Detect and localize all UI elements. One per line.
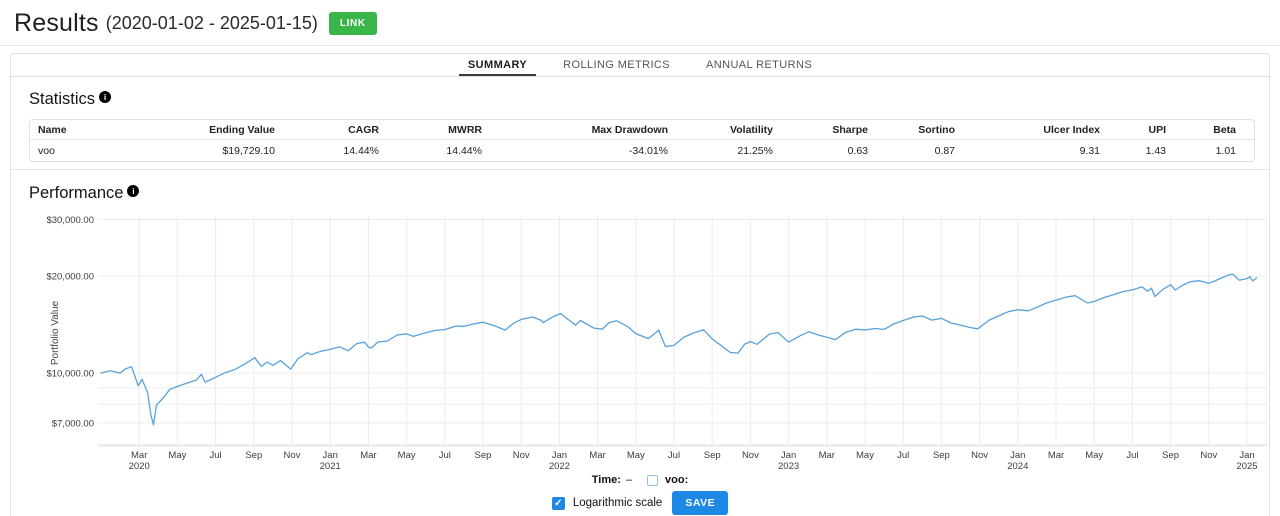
log-scale-checkbox[interactable]: ✓	[551, 496, 565, 510]
col-header-ulcer-index: Ulcer Index	[955, 120, 1100, 140]
svg-text:Jan: Jan	[781, 450, 796, 461]
svg-text:Jul: Jul	[210, 450, 222, 461]
cell-cagr: 14.44%	[343, 145, 379, 157]
statistics-heading: Statistics i	[29, 90, 112, 109]
svg-text:2025: 2025	[1236, 461, 1257, 472]
svg-text:Jul: Jul	[1126, 450, 1138, 461]
cell-sharpe: 0.63	[847, 145, 868, 157]
performance-chart-area: $30,000.00 $20,000.00 $10,000.00 $7,000.00 M…	[21, 207, 1271, 477]
svg-text:May: May	[1085, 450, 1103, 461]
time-label: Time:	[591, 474, 621, 486]
save-button[interactable]: SAVE	[672, 491, 729, 515]
svg-text:Sep: Sep	[704, 450, 721, 461]
svg-text:$10,000.00: $10,000.00	[46, 369, 94, 380]
svg-text:Nov: Nov	[1200, 450, 1217, 461]
col-header-sortino: Sortino	[868, 120, 955, 140]
svg-text:Mar: Mar	[589, 450, 605, 461]
svg-text:Mar: Mar	[1048, 450, 1064, 461]
performance-heading: Performance i	[29, 184, 140, 203]
tab-summary[interactable]: SUMMARY	[458, 54, 537, 76]
cell-volatility: 21.25%	[737, 145, 773, 157]
statistics-heading-label: Statistics	[29, 90, 96, 108]
page-title: Results	[14, 9, 99, 37]
svg-text:$30,000.00: $30,000.00	[46, 215, 94, 226]
results-card: SUMMARY ROLLING METRICS ANNUAL RETURNS S…	[10, 53, 1270, 516]
svg-text:Nov: Nov	[971, 450, 988, 461]
svg-text:Sep: Sep	[475, 450, 492, 461]
chart-hover-readout: Time: – voo:	[11, 474, 1269, 486]
cell-sortino: 0.87	[934, 145, 955, 157]
cell-name: voo	[38, 145, 55, 157]
table-row-voo: voo $19,729.10 14.44% 14.44% -34.01% 21.…	[30, 140, 1254, 161]
col-header-mwrr: MWRR	[379, 120, 482, 140]
performance-heading-label: Performance	[29, 184, 124, 202]
time-value: –	[625, 474, 633, 486]
svg-text:2023: 2023	[778, 461, 799, 472]
voo-checkbox[interactable]	[647, 474, 659, 486]
svg-text:Nov: Nov	[284, 450, 301, 461]
cell-beta: 1.01	[1215, 145, 1236, 157]
col-header-max-drawdown: Max Drawdown	[482, 120, 668, 140]
svg-text:$20,000.00: $20,000.00	[46, 272, 94, 283]
link-button[interactable]: LINK	[328, 12, 377, 35]
page-header: Results (2020-01-02 - 2025-01-15) LINK	[14, 9, 377, 38]
svg-text:Jul: Jul	[897, 450, 909, 461]
svg-text:May: May	[398, 450, 416, 461]
svg-text:Jan: Jan	[1239, 450, 1254, 461]
svg-text:Mar: Mar	[131, 450, 147, 461]
performance-chart[interactable]: $30,000.00 $20,000.00 $10,000.00 $7,000.00 M…	[21, 207, 1271, 477]
col-header-cagr: CAGR	[275, 120, 379, 140]
col-header-name: Name	[30, 120, 160, 140]
col-header-upi: UPI	[1100, 120, 1166, 140]
svg-text:Jul: Jul	[439, 450, 451, 461]
svg-text:2021: 2021	[320, 461, 341, 472]
svg-text:2022: 2022	[549, 461, 570, 472]
col-header-beta: Beta	[1166, 120, 1254, 140]
svg-text:Jul: Jul	[668, 450, 680, 461]
statistics-table: Name Ending Value CAGR MWRR Max Drawdown…	[29, 119, 1255, 162]
cell-upi: 1.43	[1145, 145, 1166, 157]
svg-text:2020: 2020	[129, 461, 150, 472]
svg-text:2024: 2024	[1007, 461, 1028, 472]
svg-text:Sep: Sep	[245, 450, 262, 461]
tab-bar: SUMMARY ROLLING METRICS ANNUAL RETURNS	[11, 54, 1269, 77]
svg-text:Nov: Nov	[513, 450, 530, 461]
chart-controls: ✓ Logarithmic scale SAVE	[11, 491, 1269, 515]
chart-line-voo	[100, 273, 1258, 426]
col-header-volatility: Volatility	[668, 120, 773, 140]
cell-mwrr: 14.44%	[446, 145, 482, 157]
col-header-ending-value: Ending Value	[160, 120, 275, 140]
svg-text:Sep: Sep	[933, 450, 950, 461]
cell-ending-value: $19,729.10	[222, 145, 275, 157]
svg-text:May: May	[627, 450, 645, 461]
performance-info-icon[interactable]: i	[127, 185, 140, 197]
svg-text:May: May	[856, 450, 874, 461]
log-scale-label[interactable]: Logarithmic scale	[572, 497, 663, 509]
svg-text:Portfolio Value: Portfolio Value	[50, 300, 61, 365]
table-header-row: Name Ending Value CAGR MWRR Max Drawdown…	[30, 120, 1254, 140]
statistics-info-icon[interactable]: i	[99, 91, 112, 103]
header-divider	[0, 45, 1280, 46]
cell-max-drawdown: -34.01%	[628, 145, 668, 157]
svg-text:Jan: Jan	[323, 450, 338, 461]
svg-text:Mar: Mar	[819, 450, 835, 461]
svg-text:May: May	[168, 450, 186, 461]
svg-text:Nov: Nov	[742, 450, 759, 461]
tab-rolling-metrics[interactable]: ROLLING METRICS	[563, 59, 671, 71]
svg-text:Jan: Jan	[1010, 450, 1025, 461]
svg-text:Sep: Sep	[1162, 450, 1179, 461]
section-divider	[11, 169, 1269, 170]
svg-text:$7,000.00: $7,000.00	[52, 418, 94, 429]
voo-label[interactable]: voo:	[665, 474, 689, 486]
svg-text:Jan: Jan	[552, 450, 567, 461]
cell-ulcer-index: 9.31	[1079, 145, 1100, 157]
tab-annual-returns[interactable]: ANNUAL RETURNS	[706, 59, 813, 71]
col-header-sharpe: Sharpe	[773, 120, 868, 140]
svg-text:Mar: Mar	[360, 450, 376, 461]
date-range: (2020-01-02 - 2025-01-15)	[105, 13, 318, 33]
